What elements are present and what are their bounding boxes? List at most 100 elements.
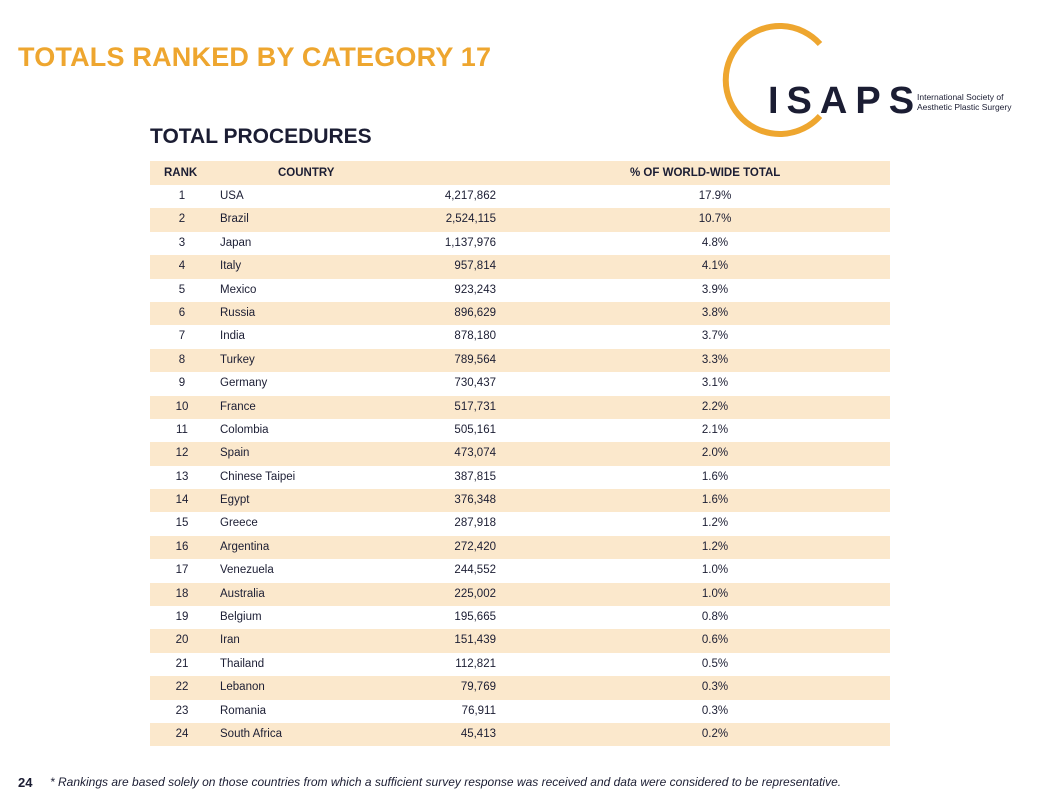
logo-wordmark: ISAPS bbox=[768, 80, 923, 122]
rank-cell: 7 bbox=[178, 330, 186, 343]
rank-cell: 21 bbox=[175, 657, 189, 670]
rank-cell: 9 bbox=[178, 377, 186, 390]
count-cell: 878,180 bbox=[454, 330, 496, 343]
rank-cell: 11 bbox=[176, 423, 188, 436]
table-row: 20 Iran 151,439 0.6% bbox=[150, 629, 890, 653]
pct-cell: 17.9% bbox=[698, 190, 732, 202]
count-cell: 473,074 bbox=[454, 447, 496, 460]
country-cell: Romania bbox=[220, 704, 267, 717]
country-cell: USA bbox=[220, 190, 244, 202]
count-cell: 789,564 bbox=[454, 353, 496, 366]
table-row: 16 Argentina 272,420 1.2% bbox=[150, 535, 890, 560]
country-cell: Colombia bbox=[220, 423, 269, 436]
pct-cell: 0.6% bbox=[701, 634, 729, 647]
table-row: 2 Brazil 2,524,115 10.7% bbox=[150, 208, 890, 232]
rank-cell: 24 bbox=[175, 727, 189, 740]
count-cell: 2,524,115 bbox=[445, 213, 496, 226]
table-row: 14 Egypt 376,348 1.6% bbox=[150, 489, 890, 513]
rank-cell: 2 bbox=[178, 213, 186, 226]
table-row: 10 France 517,731 2.2% bbox=[150, 395, 890, 419]
table-row: 15 Greece 287,918 1.2% bbox=[150, 512, 890, 535]
count-cell: 195,665 bbox=[454, 611, 496, 624]
pct-cell: 0.2% bbox=[701, 727, 729, 740]
count-cell: 272,420 bbox=[454, 540, 496, 553]
footnote: * Rankings are based solely on those cou… bbox=[50, 775, 842, 789]
rank-cell: 17 bbox=[175, 564, 189, 577]
country-cell: Turkey bbox=[220, 353, 255, 366]
country-cell: Brazil bbox=[220, 213, 249, 226]
country-cell: Germany bbox=[220, 377, 268, 390]
country-cell: France bbox=[220, 400, 256, 413]
count-cell: 225,002 bbox=[454, 587, 496, 600]
count-cell: 45,413 bbox=[460, 727, 496, 740]
rank-cell: 4 bbox=[178, 260, 186, 273]
country-cell: Belgium bbox=[220, 611, 262, 624]
rank-cell: 22 bbox=[175, 681, 189, 694]
table-row: 12 Spain 473,074 2.0% bbox=[150, 442, 890, 466]
table-row: 5 Mexico 923,243 3.9% bbox=[150, 279, 890, 302]
table-row: 7 India 878,180 3.7% bbox=[150, 325, 890, 348]
rank-cell: 19 bbox=[175, 611, 189, 624]
table-row: 21 Thailand 112,821 0.5% bbox=[150, 653, 890, 676]
pct-cell: 3.8% bbox=[701, 306, 729, 319]
table-row: 6 Russia 896,629 3.8% bbox=[150, 301, 890, 326]
rank-cell: 5 bbox=[178, 283, 186, 296]
pct-cell: 1.2% bbox=[701, 540, 729, 553]
table-row: 8 Turkey 789,564 3.3% bbox=[150, 348, 890, 373]
pct-cell: 2.1% bbox=[701, 423, 729, 436]
country-cell: Iran bbox=[220, 634, 240, 647]
logo-subtitle-line-2: Aesthetic Plastic Surgery bbox=[917, 102, 1012, 112]
pct-cell: 0.3% bbox=[701, 681, 729, 694]
table-row: 24 South Africa 45,413 0.2% bbox=[150, 722, 890, 747]
rank-cell: 15 bbox=[175, 517, 189, 530]
rank-cell: 3 bbox=[178, 236, 186, 249]
count-cell: 76,911 bbox=[461, 704, 496, 717]
table-row: 18 Australia 225,002 1.0% bbox=[150, 582, 890, 607]
count-cell: 517,731 bbox=[454, 400, 496, 413]
table-row: 3 Japan 1,137,976 4.8% bbox=[150, 232, 890, 255]
table-body: 1 USA 4,217,862 17.9% 2 Brazil 2,524,115 10.7% 3… bbox=[150, 185, 890, 747]
country-cell: Australia bbox=[220, 587, 265, 600]
pct-cell: 2.0% bbox=[701, 447, 729, 460]
rank-cell: 10 bbox=[175, 400, 189, 413]
pct-cell: 1.0% bbox=[701, 587, 729, 600]
table-row: 13 Chinese Taipei 387,815 1.6% bbox=[150, 466, 890, 489]
table-row: 11 Colombia 505,161 2.1% bbox=[150, 419, 890, 442]
country-cell: Italy bbox=[220, 260, 242, 273]
section-title: TOTAL PROCEDURES bbox=[150, 125, 372, 148]
pct-cell: 1.6% bbox=[701, 470, 729, 483]
page-number: 24 bbox=[18, 775, 33, 790]
pct-cell: 0.5% bbox=[701, 657, 729, 670]
pct-cell: 2.2% bbox=[701, 400, 729, 413]
pct-cell: 3.1% bbox=[701, 377, 729, 390]
table-row: 23 Romania 76,911 0.3% bbox=[150, 700, 890, 723]
count-cell: 387,815 bbox=[454, 470, 496, 483]
table-row: 1 USA 4,217,862 17.9% bbox=[150, 185, 890, 208]
count-cell: 505,161 bbox=[454, 423, 496, 436]
table-row: 19 Belgium 195,665 0.8% bbox=[150, 606, 890, 629]
count-cell: 4,217,862 bbox=[444, 190, 496, 202]
page-title: TOTALS RANKED BY CATEGORY 17 bbox=[18, 42, 492, 72]
country-cell: Argentina bbox=[220, 540, 270, 553]
country-cell: India bbox=[220, 330, 245, 343]
count-cell: 1,137,976 bbox=[444, 236, 496, 249]
country-cell: Russia bbox=[220, 306, 256, 319]
table-row: 9 Germany 730,437 3.1% bbox=[150, 372, 890, 395]
logo-subtitle-line-1: International Society of bbox=[917, 92, 1004, 102]
table-row: 17 Venezuela 244,552 1.0% bbox=[150, 559, 890, 582]
pct-cell: 4.1% bbox=[701, 260, 729, 273]
rank-cell: 14 bbox=[175, 494, 189, 507]
rank-cell: 16 bbox=[175, 540, 189, 553]
header-rank: RANK bbox=[164, 167, 198, 179]
header-country: COUNTRY bbox=[278, 167, 335, 179]
country-cell: Spain bbox=[220, 447, 250, 460]
country-cell: Venezuela bbox=[220, 564, 274, 577]
header-pct: % OF WORLD-WIDE TOTAL bbox=[630, 167, 781, 179]
pct-cell: 3.3% bbox=[701, 353, 729, 366]
pct-cell: 3.7% bbox=[701, 330, 729, 343]
count-cell: 151,439 bbox=[454, 634, 496, 647]
country-cell: Greece bbox=[220, 517, 258, 530]
pct-cell: 1.2% bbox=[701, 517, 729, 530]
logo-subtitle: International Society of Aesthetic Plast… bbox=[917, 92, 1032, 112]
rank-cell: 23 bbox=[175, 704, 189, 717]
